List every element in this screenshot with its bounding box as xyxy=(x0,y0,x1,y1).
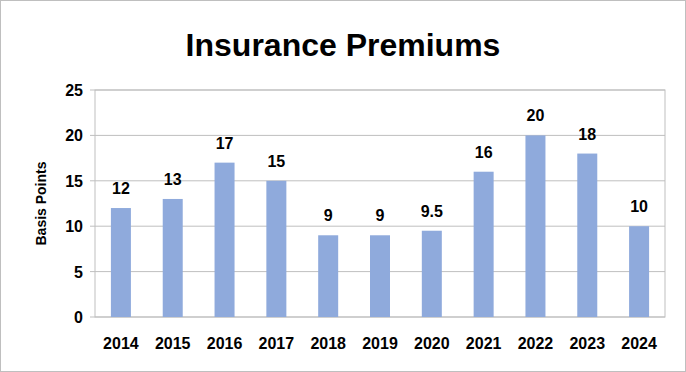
tick-mark xyxy=(90,135,95,136)
data-label: 10 xyxy=(630,198,648,215)
bar xyxy=(474,172,494,317)
data-label: 17 xyxy=(216,135,234,152)
bar xyxy=(629,226,649,317)
data-label: 9 xyxy=(324,207,333,224)
y-tick-label: 25 xyxy=(65,82,83,99)
x-tick-label: 2018 xyxy=(310,335,346,352)
y-axis-label: Basis Points xyxy=(33,161,49,245)
tick-mark xyxy=(90,271,95,272)
data-label: 13 xyxy=(164,171,182,188)
bar xyxy=(111,208,131,317)
y-tick-label: 15 xyxy=(65,173,83,190)
tick-mark xyxy=(90,180,95,181)
bar xyxy=(577,154,597,317)
y-tick-label: 20 xyxy=(65,127,83,144)
y-tick-label: 0 xyxy=(74,309,83,326)
tick-mark xyxy=(90,226,95,227)
bar xyxy=(525,135,545,317)
chart: 0510152025122014132015172016152017920189… xyxy=(0,0,686,372)
data-label: 16 xyxy=(475,144,493,161)
x-tick-label: 2017 xyxy=(259,335,295,352)
x-tick-label: 2014 xyxy=(103,335,139,352)
data-label: 15 xyxy=(267,153,285,170)
bar xyxy=(266,181,286,317)
frame xyxy=(1,1,686,372)
x-tick-label: 2015 xyxy=(155,335,191,352)
bar xyxy=(215,163,235,317)
x-tick-label: 2023 xyxy=(569,335,605,352)
data-label: 9.5 xyxy=(421,203,443,220)
x-tick-label: 2021 xyxy=(466,335,502,352)
bar xyxy=(422,231,442,317)
y-tick-label: 5 xyxy=(74,264,83,281)
y-tick-label: 10 xyxy=(65,218,83,235)
data-label: 9 xyxy=(376,207,385,224)
x-tick-label: 2022 xyxy=(518,335,554,352)
data-label: 20 xyxy=(527,107,545,124)
x-tick-label: 2020 xyxy=(414,335,450,352)
bar xyxy=(370,235,390,317)
bar xyxy=(163,199,183,317)
tick-mark xyxy=(90,90,95,91)
x-tick-label: 2024 xyxy=(621,335,657,352)
bars xyxy=(111,135,649,317)
tick-mark xyxy=(90,317,95,318)
data-label: 18 xyxy=(578,126,596,143)
x-tick-label: 2016 xyxy=(207,335,243,352)
plot-frame xyxy=(95,90,665,317)
title: Insurance Premiums xyxy=(186,27,501,63)
x-tick-label: 2019 xyxy=(362,335,398,352)
bar xyxy=(318,235,338,317)
data-label: 12 xyxy=(112,180,130,197)
